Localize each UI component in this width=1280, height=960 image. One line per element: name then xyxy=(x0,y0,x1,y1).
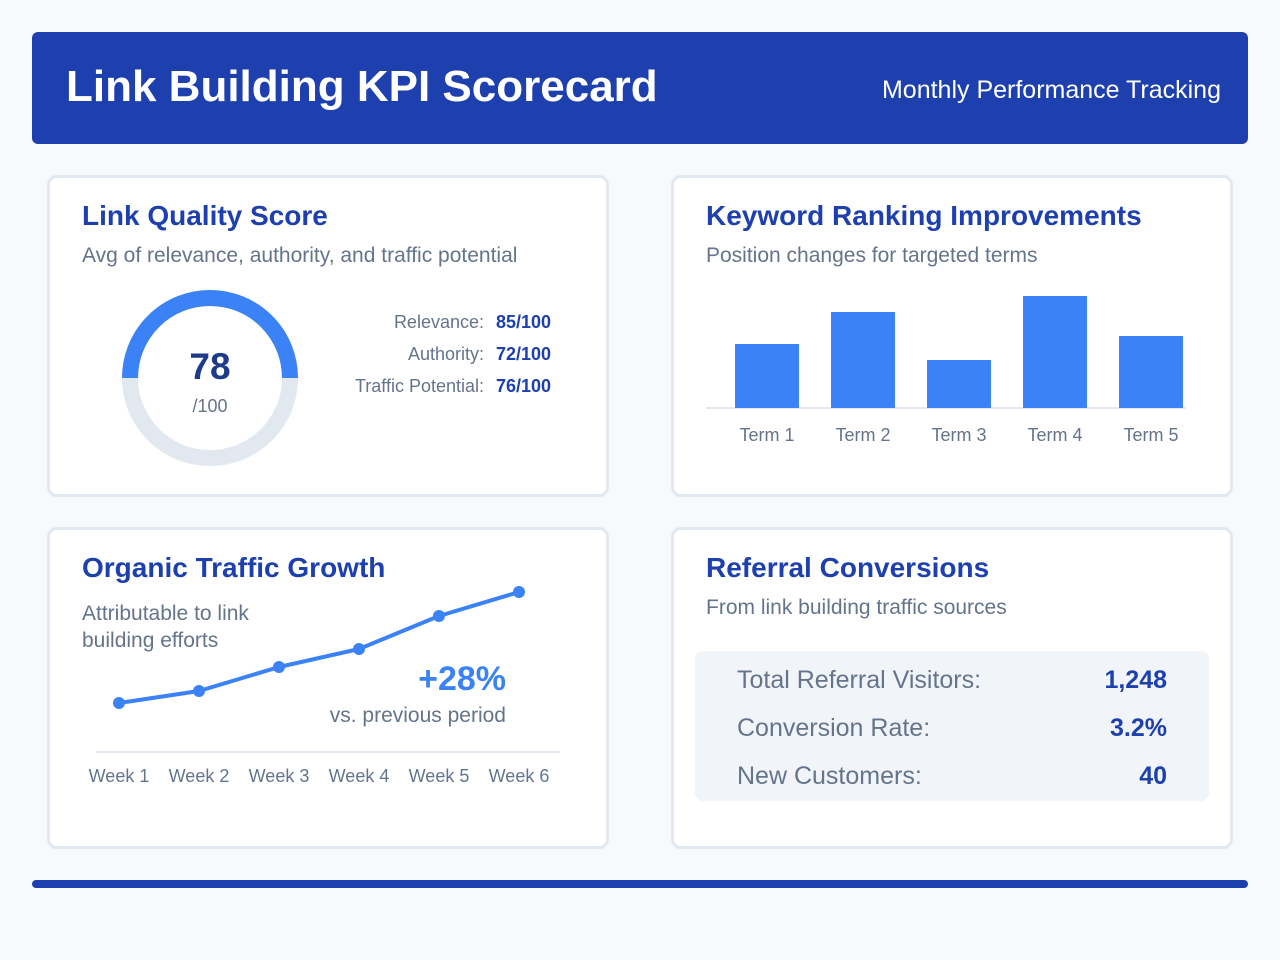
organic-traffic-card: Organic Traffic Growth Attributable to l… xyxy=(47,527,609,849)
line-tick-label: Week 6 xyxy=(489,766,550,786)
line-tick-label: Week 1 xyxy=(89,766,150,786)
page-title: Link Building KPI Scorecard xyxy=(66,62,658,111)
card-subtitle: Avg of relevance, authority, and traffic… xyxy=(82,244,518,267)
referral-label: Total Referral Visitors: xyxy=(737,666,982,694)
series-line xyxy=(118,590,520,705)
line-tick-label: Week 5 xyxy=(409,766,470,786)
bar-tick-label: Term 4 xyxy=(1027,425,1082,445)
card-subtitle: From link building traffic sources xyxy=(706,596,1007,619)
card-title: Keyword Ranking Improvements xyxy=(706,200,1142,231)
line-tick-label: Week 3 xyxy=(249,766,310,786)
traffic-line-chart: Week 1 Week 2 Week 3 Week 4 Week 5 Week 6 xyxy=(89,586,560,786)
referral-label: New Customers: xyxy=(737,762,922,790)
line-point xyxy=(113,697,125,709)
card-title: Referral Conversions xyxy=(706,552,990,583)
referral-value: 40 xyxy=(1139,762,1167,790)
metric-row-traffic-potential: Traffic Potential: 76/100 xyxy=(280,376,560,400)
referral-value: 1,248 xyxy=(1104,666,1167,694)
keyword-bar-chart: Term 1 Term 2 Term 3 Term 4 Term 5 xyxy=(706,296,1186,445)
metric-label: Traffic Potential: xyxy=(354,376,484,396)
card-subtitle: Position changes for targeted terms xyxy=(706,244,1038,267)
bar-tick-label: Term 1 xyxy=(739,425,794,445)
referral-row-conversion-rate: Conversion Rate: 3.2% xyxy=(737,714,1167,744)
line-point xyxy=(353,643,365,655)
line-tick-label: Week 2 xyxy=(169,766,230,786)
referral-conversions-card: Referral Conversions From link building … xyxy=(671,527,1233,849)
link-quality-card: Link Quality Score Avg of relevance, aut… xyxy=(47,175,609,497)
growth-value: +28% xyxy=(418,660,506,698)
metric-row-authority: Authority: 72/100 xyxy=(280,344,560,368)
bar-tick-label: Term 2 xyxy=(835,425,890,445)
bar xyxy=(735,344,799,408)
page-subtitle: Monthly Performance Tracking xyxy=(881,76,1221,104)
card-title: Link Quality Score xyxy=(82,200,328,231)
referral-value: 3.2% xyxy=(1110,714,1167,742)
line-point xyxy=(273,661,285,673)
referral-row-visitors: Total Referral Visitors: 1,248 xyxy=(737,666,1167,696)
header-banner: Link Building KPI Scorecard Monthly Perf… xyxy=(32,32,1248,144)
line-point xyxy=(513,586,525,598)
card-title: Organic Traffic Growth xyxy=(82,552,386,583)
line-point xyxy=(193,685,205,697)
metric-label: Authority: xyxy=(407,344,484,364)
bar-tick-label: Term 3 xyxy=(931,425,986,445)
quality-gauge: 78 /100 xyxy=(110,278,310,478)
gauge-fill xyxy=(122,290,298,379)
line-tick-label: Week 4 xyxy=(329,766,390,786)
metric-value: 85/100 xyxy=(496,312,552,332)
gauge-chart xyxy=(122,290,298,466)
metric-value: 72/100 xyxy=(496,344,552,364)
referral-stats-box: Total Referral Visitors: 1,248 Conversio… xyxy=(695,651,1209,801)
line-point xyxy=(433,610,445,622)
card-subtitle: Attributable to link building efforts xyxy=(82,602,249,652)
metric-label: Relevance: xyxy=(393,312,484,332)
bar xyxy=(1023,296,1087,408)
bar xyxy=(1119,336,1183,408)
gauge-value: 78 xyxy=(189,346,231,387)
metric-row-relevance: Relevance: 85/100 xyxy=(280,312,560,336)
bar xyxy=(927,360,991,408)
metric-value: 76/100 xyxy=(496,376,552,396)
gauge-max: /100 xyxy=(192,396,228,416)
referral-label: Conversion Rate: xyxy=(737,714,931,742)
bar xyxy=(831,312,895,408)
growth-note: vs. previous period xyxy=(329,704,506,727)
referral-row-new-customers: New Customers: 40 xyxy=(737,762,1167,792)
keyword-ranking-card: Keyword Ranking Improvements Position ch… xyxy=(671,175,1233,497)
footer-bar xyxy=(32,880,1248,888)
bar-tick-label: Term 5 xyxy=(1123,425,1178,445)
